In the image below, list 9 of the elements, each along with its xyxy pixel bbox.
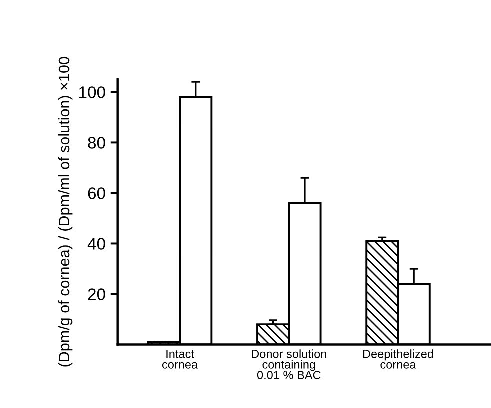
x-tick-label: Intact cornea	[162, 350, 198, 369]
y-tick-label: 20	[88, 288, 106, 300]
y-tick-label: 80	[88, 137, 106, 149]
y-axis-title: (Dpm/g of cornea) / (Dpm/ml of solution) ×100	[58, 57, 73, 367]
y-tick-label: 100	[80, 86, 106, 98]
x-tick-label: Donor solution containing 0.01 % BAC	[252, 350, 326, 380]
x-tick-label: Deepithelized cornea	[363, 350, 434, 369]
y-tick-label: 40	[88, 238, 106, 250]
y-tick-label: 60	[88, 188, 106, 200]
